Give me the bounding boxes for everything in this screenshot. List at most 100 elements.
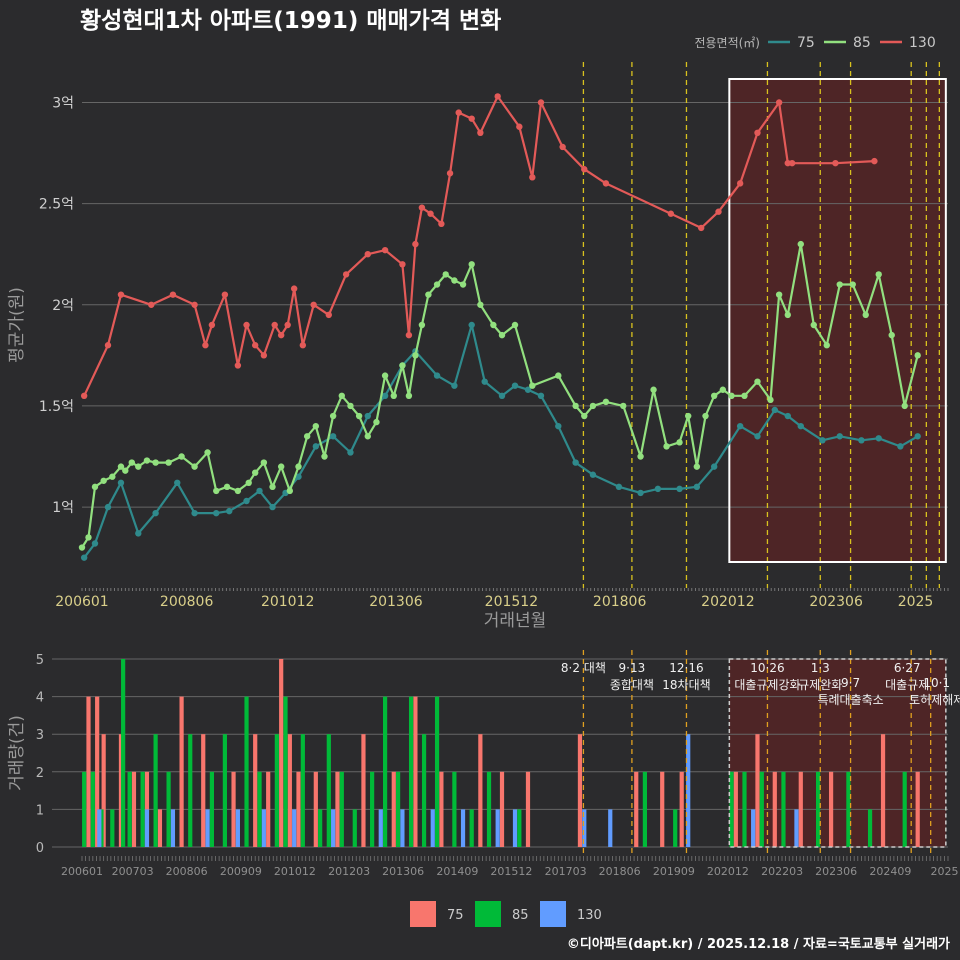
data-point-85	[355, 412, 363, 420]
volume-bar-85	[867, 809, 873, 847]
volume-bar-75	[577, 734, 583, 847]
data-point-85	[152, 459, 159, 466]
data-point-75	[433, 372, 441, 379]
data-point-130	[412, 240, 419, 248]
series-line-130	[83, 95, 875, 397]
x-tick-label: 201806	[593, 594, 647, 610]
x-tick-label: 201012	[261, 594, 314, 610]
data-point-85	[710, 392, 718, 400]
volume-bar-85	[339, 771, 344, 847]
volume-y-tick-label: 1	[36, 803, 44, 818]
data-point-85	[914, 352, 921, 359]
volume-bar-130	[205, 809, 210, 847]
data-point-130	[715, 208, 722, 215]
data-point-85	[775, 291, 783, 298]
volume-x-tick-label: 200909	[220, 865, 262, 878]
data-point-85	[797, 240, 804, 248]
volume-y-axis-title: 거래량(건)	[7, 715, 27, 791]
volume-y-tick-label: 4	[36, 691, 44, 706]
data-point-130	[271, 321, 278, 329]
policy-annotation: 규제완화	[798, 678, 842, 692]
x-tick-label: 200806	[160, 594, 214, 610]
volume-x-tick-label: 201909	[653, 865, 695, 878]
volume-bar-130	[608, 809, 613, 847]
volume-x-tick-label: 200703	[112, 865, 154, 878]
volume-bar-85	[326, 734, 331, 847]
data-point-85	[442, 271, 449, 278]
data-point-85	[650, 386, 657, 393]
volume-bar-130	[430, 809, 435, 847]
data-point-75	[836, 433, 843, 440]
data-point-85	[693, 463, 701, 470]
volume-bar-85	[153, 734, 158, 847]
data-point-130	[202, 342, 209, 349]
volume-bar-85	[90, 771, 95, 847]
volume-bar-75	[525, 771, 531, 847]
data-point-130	[438, 220, 445, 228]
data-point-85	[277, 463, 285, 470]
data-point-130	[80, 392, 88, 400]
data-point-85	[823, 342, 830, 349]
volume-bar-75	[179, 696, 184, 847]
data-point-130	[455, 109, 462, 116]
data-point-85	[490, 321, 497, 329]
series-line-85	[81, 243, 919, 549]
data-point-130	[537, 99, 545, 106]
data-point-75	[537, 392, 545, 400]
volume-y-tick-label: 3	[36, 728, 44, 743]
data-point-85	[260, 459, 268, 466]
data-point-85	[109, 473, 116, 480]
data-point-75	[174, 479, 181, 486]
legend-title: 전용면적(㎡)	[694, 36, 760, 50]
data-point-85	[425, 291, 432, 298]
policy-annotation: 18차대책	[662, 677, 710, 692]
x-tick-label: 201512	[485, 594, 538, 610]
volume-bar-85	[222, 734, 227, 847]
data-point-75	[468, 321, 475, 329]
data-point-130	[191, 301, 198, 308]
volume-bar-130	[292, 809, 297, 847]
volume-bar-85	[729, 771, 734, 847]
data-point-85	[321, 453, 328, 460]
data-point-75	[637, 489, 644, 497]
data-point-85	[637, 453, 644, 460]
volume-bar-130	[144, 809, 150, 847]
data-point-85	[468, 261, 475, 268]
volume-bar-75	[86, 696, 91, 847]
data-point-85	[836, 281, 843, 288]
data-point-130	[427, 210, 434, 217]
y-tick-label: 3억	[52, 95, 74, 111]
data-point-130	[325, 311, 333, 319]
volume-bar-85	[486, 771, 492, 847]
data-point-130	[299, 342, 307, 349]
data-point-75	[117, 479, 125, 486]
volume-x-tick-label: 201703	[545, 865, 587, 878]
data-point-75	[191, 509, 198, 517]
data-point-85	[373, 418, 380, 426]
data-point-85	[555, 372, 562, 379]
data-point-130	[169, 291, 177, 298]
volume-bar-75	[439, 771, 444, 847]
data-point-85	[702, 412, 709, 420]
volume-x-tick-label: 201012	[274, 865, 316, 878]
volume-bar-75	[279, 659, 284, 847]
x-axis-title: 거래년월	[484, 611, 547, 631]
volume-bar-130	[400, 809, 405, 847]
volume-bar-85	[318, 809, 323, 847]
volume-bar-85	[781, 771, 786, 847]
data-point-85	[418, 321, 426, 329]
bottom-legend-swatch-85	[475, 901, 501, 927]
volume-bar-85	[274, 734, 279, 847]
data-point-130	[117, 291, 125, 298]
data-point-130	[284, 321, 291, 329]
volume-bar-85	[517, 809, 522, 847]
volume-bar-85	[140, 771, 145, 847]
data-point-85	[286, 487, 294, 495]
data-point-85	[676, 439, 683, 446]
data-point-85	[100, 477, 107, 484]
policy-annotation: 1·3	[811, 661, 830, 675]
data-point-130	[252, 342, 259, 349]
policy-annotation: 대출규제	[885, 678, 929, 692]
volume-bar-85	[166, 771, 171, 847]
